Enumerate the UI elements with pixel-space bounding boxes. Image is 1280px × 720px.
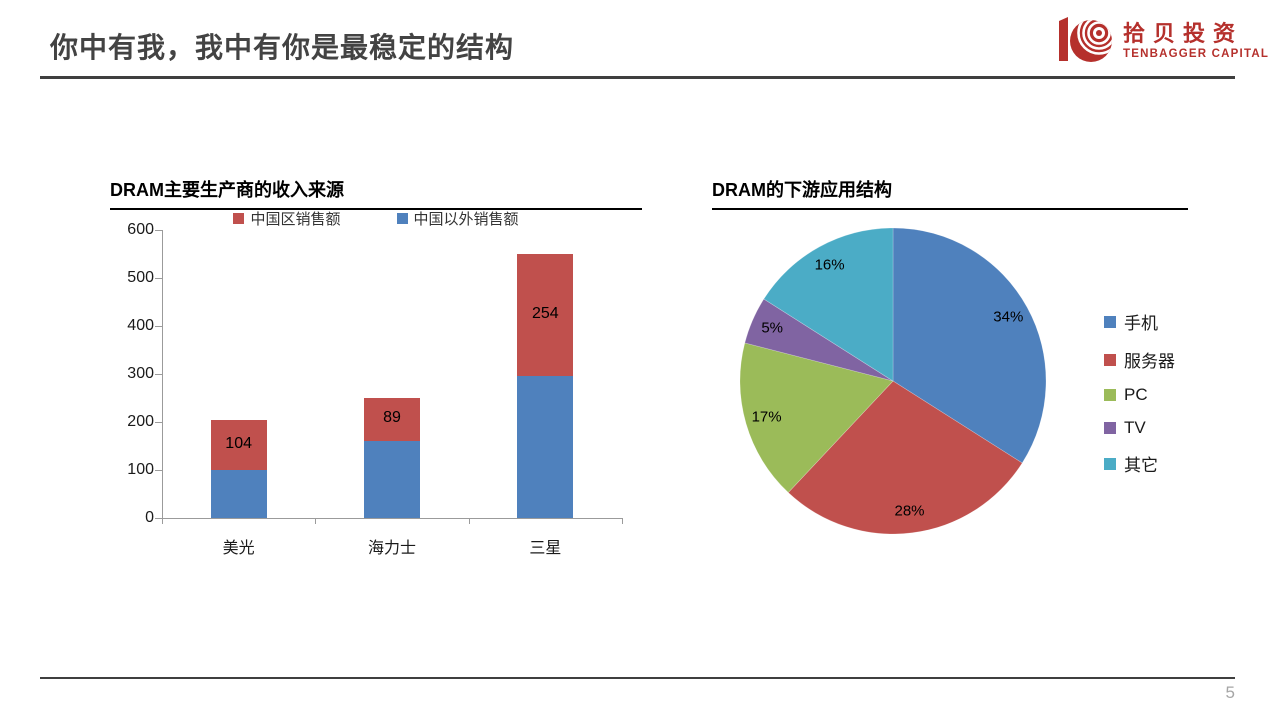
- x-tick-mark: [468, 518, 470, 524]
- legend-swatch: [233, 213, 245, 224]
- legend-label: 中国以外销售额: [413, 211, 519, 228]
- tenbagger-logo-icon: [1059, 17, 1112, 62]
- legend-label: 手机: [1124, 314, 1158, 333]
- legend-item: PC: [1104, 385, 1175, 405]
- logo: 拾贝投资 TENBAGGER CAPITAL: [1056, 14, 1269, 68]
- x-axis: [162, 518, 622, 519]
- bar-segment-中国区销售额: [517, 254, 574, 376]
- y-tick-label: 0: [145, 509, 154, 526]
- x-category-label: 海力士: [367, 540, 416, 557]
- legend-swatch: [1104, 315, 1116, 328]
- x-tick-mark: [162, 518, 163, 524]
- legend-item: 中国以外销售额: [396, 208, 519, 229]
- legend-swatch: [396, 213, 408, 224]
- legend-swatch: [1104, 457, 1116, 470]
- bar-chart-plot: 0 100 200 300 400 500 600 104 美光 89 海力士 254 三星: [110, 176, 642, 586]
- y-tick-mark: [155, 422, 162, 423]
- legend-swatch: [1104, 353, 1116, 366]
- y-tick-label: 300: [127, 365, 154, 382]
- legend-label: 其它: [1124, 456, 1158, 475]
- pie-data-label: 34%: [993, 309, 1023, 326]
- logo-text: 拾贝投资 TENBAGGER CAPITAL: [1123, 21, 1269, 61]
- pie-slice-PC: [739, 342, 894, 493]
- y-tick-mark: [155, 374, 162, 375]
- legend-item: 服务器: [1104, 347, 1175, 372]
- x-tick-mark: [315, 518, 317, 524]
- bar-segment-中国区销售额: [364, 398, 420, 441]
- bar-segment-中国以外销售额: [517, 375, 574, 518]
- pie-slice-服务器: [787, 380, 1023, 535]
- x-category-label: 三星: [529, 540, 562, 557]
- legend-item: 中国区销售额: [233, 208, 341, 229]
- legend-item: 其它: [1104, 451, 1175, 476]
- legend-label: 服务器: [1124, 352, 1175, 371]
- pie-slice-其它: [763, 227, 894, 382]
- page-number: 5: [1225, 683, 1235, 702]
- y-tick-label: 200: [127, 413, 154, 430]
- y-tick-mark: [155, 278, 162, 279]
- pie-data-label: 28%: [894, 502, 924, 519]
- y-tick-mark: [155, 470, 162, 471]
- legend-swatch: [1104, 422, 1116, 434]
- legend-item: 手机: [1104, 309, 1175, 334]
- pie-data-label: 16%: [815, 257, 845, 274]
- bar-value-label: 104: [225, 435, 252, 453]
- bar-chart: DRAM主要生产商的收入来源 中国区销售额 中国以外销售额 0 100 200 300 4…: [110, 176, 642, 586]
- logo-name-en: TENBAGGER CAPITAL: [1123, 48, 1270, 60]
- y-tick-label: 600: [127, 221, 154, 238]
- bar-value-label: 254: [531, 304, 559, 322]
- bar-value-label: 89: [383, 409, 401, 427]
- x-category-label: 美光: [222, 540, 255, 557]
- bar-segment-中国以外销售额: [210, 470, 267, 518]
- pie-legend: 手机服务器 PC TV 其它: [1104, 309, 1175, 476]
- legend-item: TV: [1104, 418, 1175, 438]
- bar-chart-legend: 中国区销售额 中国以外销售额: [146, 208, 606, 229]
- footer-rule: [40, 677, 1235, 679]
- header-rule: [40, 76, 1235, 79]
- pie-chart-title: DRAM的下游应用结构: [712, 176, 1188, 210]
- pie-slice-手机: [892, 227, 1047, 464]
- y-axis: [162, 230, 163, 518]
- pie-slice-TV: [744, 298, 894, 382]
- y-tick-mark: [155, 230, 162, 231]
- pie-svg: 34% 28% 17% 5% 16%: [739, 227, 1047, 535]
- legend-swatch: [1104, 389, 1116, 401]
- y-tick-mark: [155, 326, 162, 327]
- y-tick-label: 500: [127, 269, 154, 286]
- legend-label: TV: [1124, 418, 1146, 437]
- x-tick-mark: [622, 518, 623, 524]
- pie-data-label: 17%: [752, 409, 782, 426]
- legend-label: PC: [1124, 385, 1148, 404]
- bar-chart-title: DRAM主要生产商的收入来源: [110, 176, 642, 210]
- slide-title: 你中有我，我中有你是最稳定的结构: [50, 32, 515, 63]
- y-tick-mark: [155, 518, 162, 519]
- pie-data-label: 5%: [761, 320, 783, 337]
- y-tick-label: 100: [127, 461, 154, 478]
- bar-segment-中国以外销售额: [364, 440, 420, 518]
- legend-label: 中国区销售额: [250, 211, 341, 228]
- logo-name-cn: 拾贝投资: [1123, 21, 1244, 46]
- bar-segment-中国区销售额: [210, 420, 267, 470]
- y-tick-label: 400: [127, 317, 154, 334]
- pie-chart: DRAM的下游应用结构 34% 28% 17% 5% 16% 手机服务器 PC TV 其它: [712, 176, 1188, 586]
